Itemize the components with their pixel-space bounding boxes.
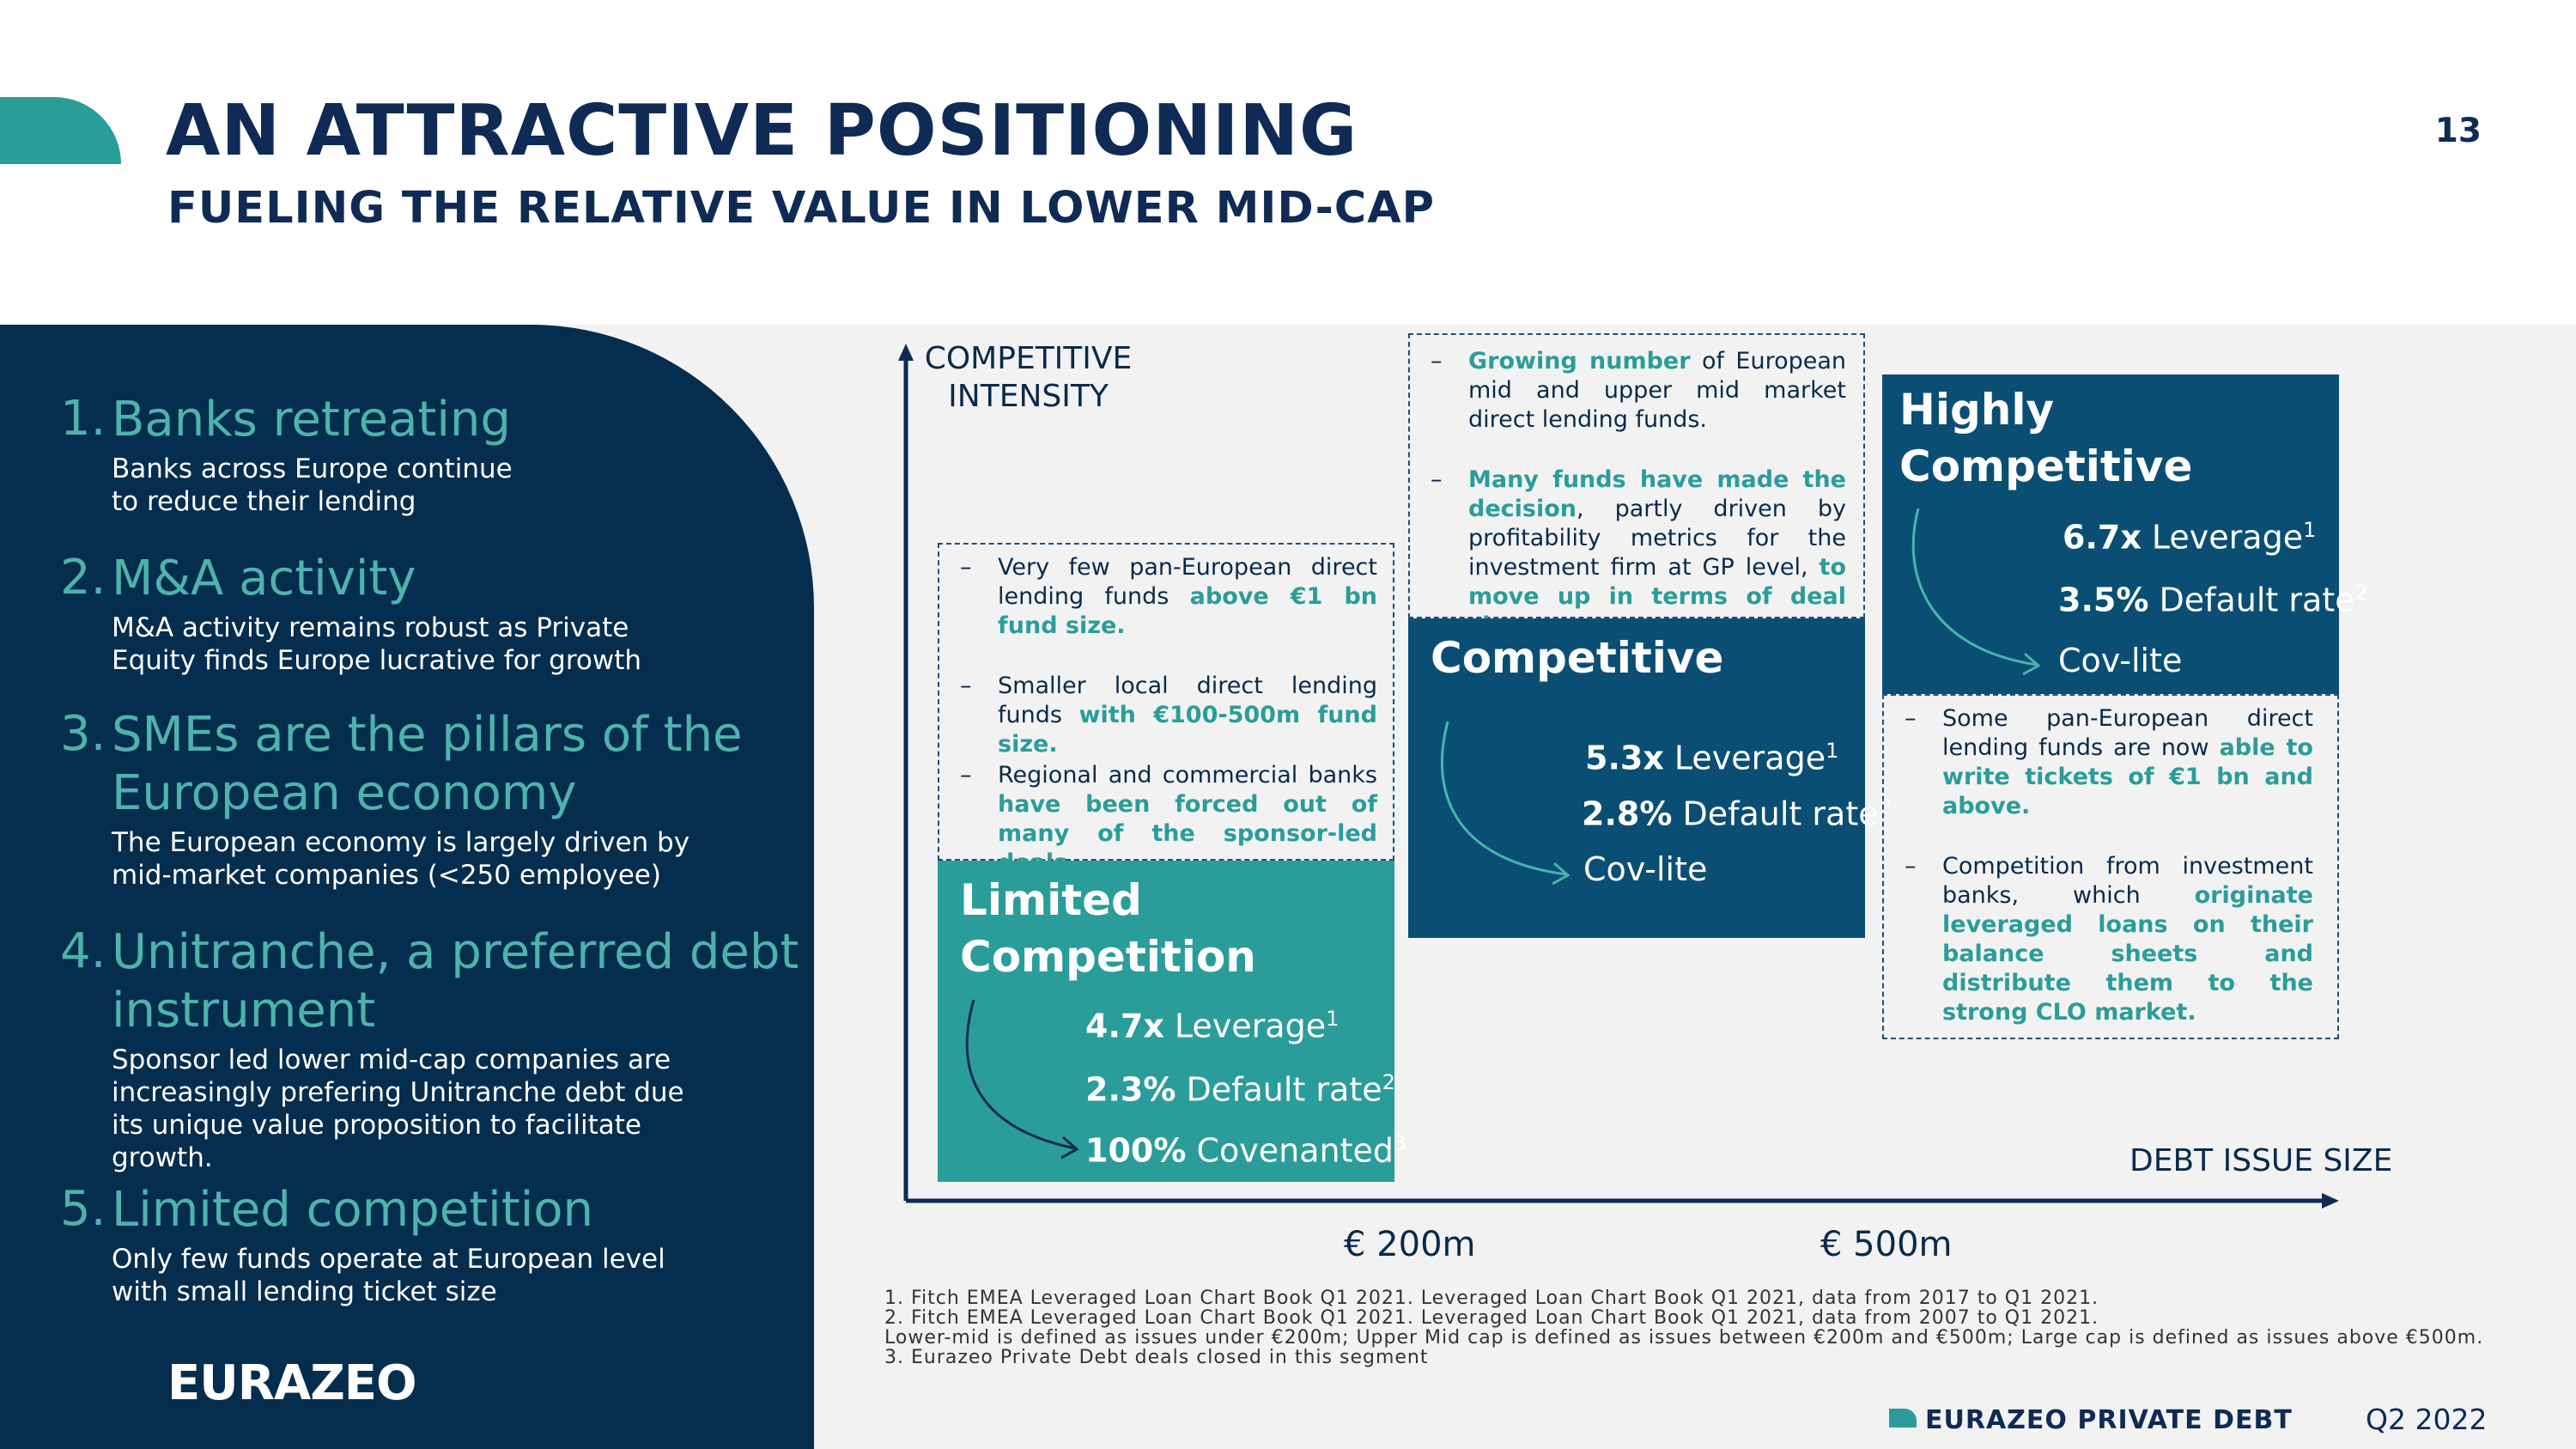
metric-default-rate: 3.5% Default rate2 — [2058, 581, 2368, 619]
footnote: 2. Fitch EMEA Leveraged Loan Chart Book … — [884, 1307, 2099, 1329]
list-item: 3. SMEs are the pillars of the European … — [60, 706, 799, 892]
item-description: Only few funds operate at European level… — [112, 1244, 665, 1307]
page-number: 13 — [2434, 112, 2482, 150]
y-axis-arrowhead — [898, 344, 914, 361]
tick-label-200m: € 200m — [1344, 1225, 1476, 1264]
list-item: 5. Limited competition Only few funds op… — [60, 1181, 799, 1308]
item-description: Sponsor led lower mid-cap companies are … — [112, 1044, 684, 1173]
limited-bullets-box: – Very few pan-European direct lending fu… — [938, 543, 1394, 876]
item-number: 4. — [60, 923, 106, 979]
competitive-bullets-box: – Growing number of European mid and uppe… — [1408, 333, 1865, 639]
item-description: Banks across Europe continue to reduce t… — [112, 454, 513, 517]
item-number: 5. — [60, 1181, 106, 1237]
metric-cov-lite: Cov-lite — [2058, 642, 2183, 679]
item-heading: SMEs are the pillars of the European eco… — [112, 707, 743, 821]
page-title: AN ATTRACTIVE POSITIONING — [166, 90, 1358, 172]
brand-mark-icon — [1889, 1409, 1917, 1428]
footer-date: Q2 2022 — [2366, 1403, 2488, 1436]
bullet-item: – Regional and commercial banks have been… — [960, 762, 1377, 876]
metric-covenanted: 100% Covenanted3 — [1085, 1131, 1407, 1170]
highly-competitive-box: Highly Competitive 6.7x Leverage1 3.5% D… — [1882, 374, 2368, 694]
item-heading: Unitranche, a preferred debt instrument — [112, 924, 799, 1038]
metric-default-rate: 2.8% Default rate2 — [1582, 795, 1892, 833]
bullet-item: – Some pan-European direct lending funds … — [1905, 705, 2313, 819]
list-item: 2. M&A activity M&A activity remains rob… — [60, 550, 799, 677]
highly-bullets-box: – Some pan-European direct lending funds … — [1882, 694, 2339, 1039]
footnote: 3. Eurazeo Private Debt deals closed in … — [884, 1347, 1429, 1368]
curved-arrow-icon — [965, 999, 1079, 1160]
curved-arrow-icon — [1911, 508, 2041, 676]
item-heading: M&A activity — [112, 551, 416, 606]
box-title: Highly Competitive — [1899, 385, 2193, 491]
metric-leverage: 5.3x Leverage1 — [1585, 739, 1839, 777]
item-number: 3. — [60, 706, 106, 762]
metric-leverage: 6.7x Leverage1 — [2063, 518, 2317, 557]
bullet-item: – Very few pan-European direct lending fu… — [960, 554, 1377, 639]
list-item: 1. Banks retreating Banks across Europe … — [60, 391, 799, 518]
metric-leverage: 4.7x Leverage1 — [1085, 1007, 1340, 1045]
x-axis-label: DEBT ISSUE SIZE — [2129, 1143, 2393, 1178]
item-number: 1. — [60, 391, 106, 447]
x-axis-arrowhead — [2322, 1193, 2339, 1209]
box-title: Competitive — [1431, 633, 1724, 683]
footnote: Lower-mid is defined as issues under €20… — [884, 1327, 2484, 1349]
limited-competition-box: Limited Competition 4.7x Leverage1 2.3% … — [938, 861, 1406, 1182]
item-heading: Banks retreating — [112, 392, 511, 447]
tick-label-500m: € 500m — [1820, 1225, 1953, 1264]
eurazeo-logo: EURAZEO — [167, 1355, 417, 1411]
item-description: M&A activity remains robust as Private E… — [112, 612, 642, 676]
left-panel — [0, 325, 814, 1449]
box-title: Limited Competition — [960, 875, 1256, 982]
item-heading: Limited competition — [112, 1182, 594, 1238]
list-item: 4. Unitranche, a preferred debt instrume… — [60, 923, 799, 1174]
bullet-item: – Smaller local direct lending funds with… — [960, 673, 1377, 758]
item-description: The European economy is largely driven b… — [112, 827, 690, 891]
bullet-item: – Competition from investment banks, whic… — [1905, 853, 2313, 1026]
footer-brand: EURAZEO PRIVATE DEBT — [1925, 1405, 2293, 1435]
metric-cov-lite: Cov-lite — [1583, 850, 1708, 888]
item-number: 2. — [60, 550, 106, 606]
bullet-item: – Growing number of European mid and uppe… — [1431, 348, 1846, 433]
bullet-item: – Many funds have made the decision, part… — [1431, 466, 1846, 639]
page-subtitle: FUELING THE RELATIVE VALUE IN LOWER MID-… — [167, 183, 1436, 234]
metric-default-rate: 2.3% Default rate2 — [1085, 1070, 1395, 1109]
competitive-box: Competitive 5.3x Leverage1 2.8% Default … — [1408, 618, 1892, 938]
y-axis-label: COMPETITIVE INTENSITY — [924, 341, 1133, 414]
footnote: 1. Fitch EMEA Leveraged Loan Chart Book … — [884, 1288, 2099, 1309]
curved-arrow-icon — [1441, 721, 1571, 886]
